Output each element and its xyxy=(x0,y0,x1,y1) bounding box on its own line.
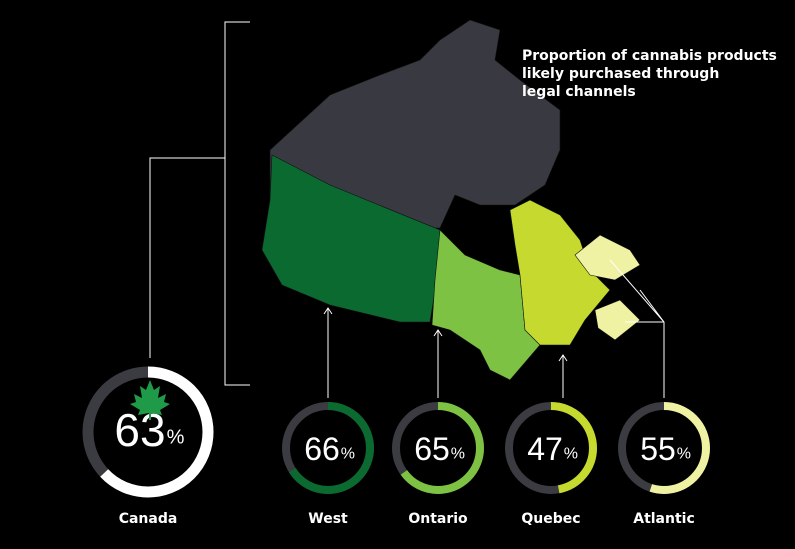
ring-value xyxy=(282,402,374,494)
bracket xyxy=(149,21,250,386)
unit-label: % xyxy=(167,427,185,449)
arrow xyxy=(323,307,333,398)
category-label: West xyxy=(308,511,348,527)
unit-label: % xyxy=(677,445,691,462)
connectors xyxy=(149,21,665,398)
category-label: Ontario xyxy=(408,511,468,527)
unit-label: % xyxy=(564,445,578,462)
map xyxy=(261,19,641,381)
value-label: 66 xyxy=(304,431,340,467)
atlantic-region xyxy=(574,234,641,341)
arrow xyxy=(609,259,665,398)
north-territories xyxy=(269,19,561,229)
category-label: Atlantic xyxy=(633,511,695,527)
ontario-region xyxy=(431,229,541,381)
value-label: 55 xyxy=(640,431,676,467)
chart-title: Proportion of cannabis products likely pu… xyxy=(522,48,777,100)
unit-label: % xyxy=(451,445,465,462)
maple-leaf xyxy=(130,380,170,420)
ring-value xyxy=(505,402,597,494)
quebec-region xyxy=(509,199,611,346)
arrow xyxy=(558,354,568,398)
category-label: Quebec xyxy=(521,511,580,527)
west-region xyxy=(261,154,441,323)
ring-value xyxy=(82,366,214,498)
arrow xyxy=(433,329,443,398)
ring-value xyxy=(618,402,710,494)
unit-label: % xyxy=(341,445,355,462)
ring-value xyxy=(392,402,484,494)
value-label: 47 xyxy=(527,431,563,467)
value-label: 65 xyxy=(414,431,450,467)
category-label: Canada xyxy=(119,511,178,527)
